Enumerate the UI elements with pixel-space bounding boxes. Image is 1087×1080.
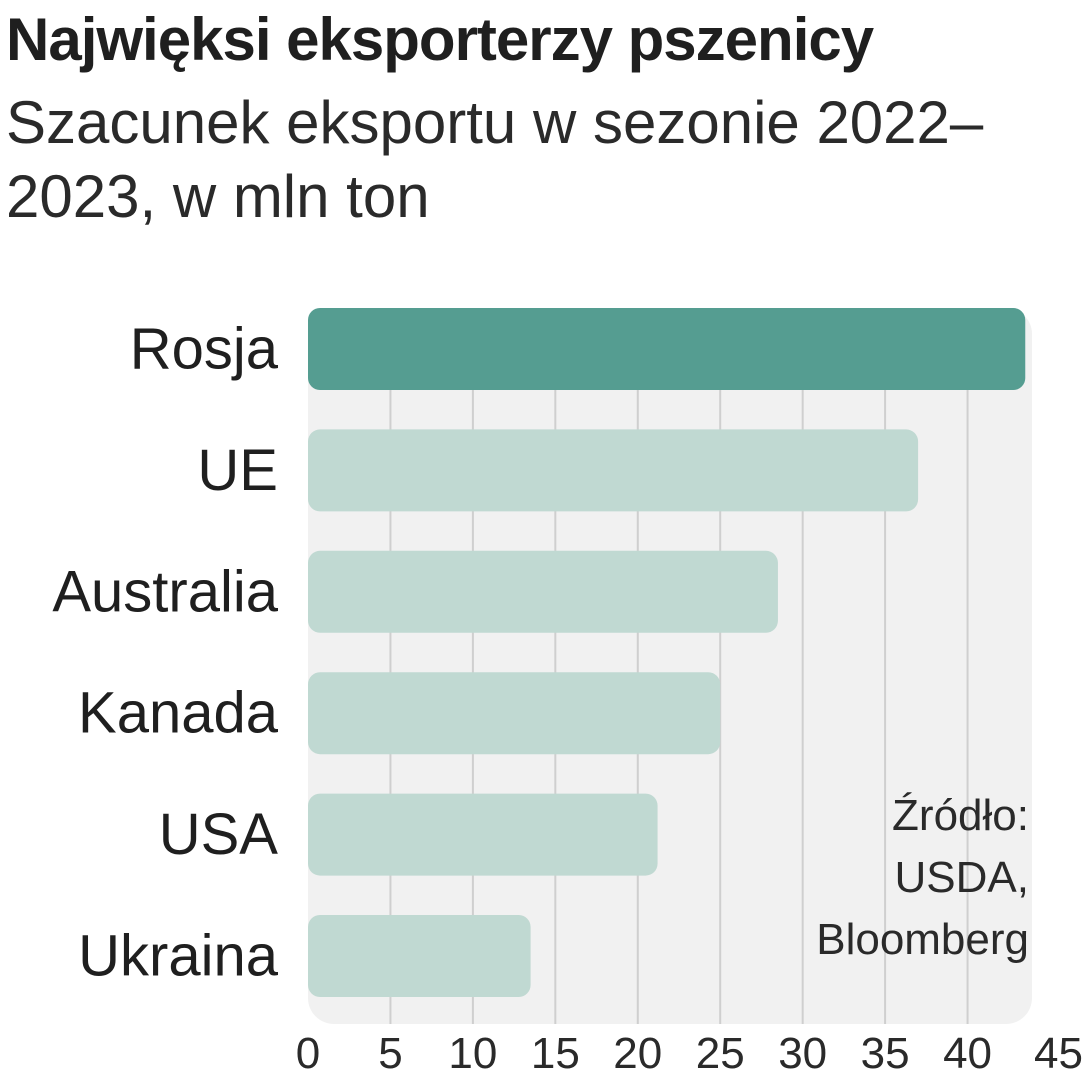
category-label-australia: Australia xyxy=(52,559,278,624)
chart-subtitle: Szacunek eksportu w sezonie 2022–2023, w… xyxy=(6,89,984,230)
x-tick-label-5: 5 xyxy=(378,1029,402,1078)
category-labels: Rosja UE Australia Kanada USA Ukraina xyxy=(52,317,278,989)
x-tick-label-40: 40 xyxy=(943,1029,992,1078)
x-tick-label-15: 15 xyxy=(531,1029,580,1078)
bar-rosja xyxy=(308,308,1026,390)
bar-ukraina xyxy=(308,915,531,997)
x-tick-label-0: 0 xyxy=(296,1029,320,1078)
category-label-ukraina: Ukraina xyxy=(78,924,279,989)
category-label-ue: UE xyxy=(197,438,278,503)
x-tick-labels: 0 5 10 15 20 25 30 35 40 45 xyxy=(296,1029,1083,1078)
gridlines xyxy=(389,308,969,1024)
x-tick-label-30: 30 xyxy=(778,1029,827,1078)
bar-ue xyxy=(308,429,919,512)
x-tick-label-45: 45 xyxy=(1034,1029,1083,1078)
category-label-rosja: Rosja xyxy=(130,317,279,382)
bar-usa xyxy=(308,793,658,876)
chart-title: Najwięksi eksporterzy pszenicy xyxy=(6,6,874,73)
bars xyxy=(308,308,1026,997)
x-tick-label-25: 25 xyxy=(696,1029,745,1078)
source-note: Źródło: USDA, Bloomberg xyxy=(729,785,1029,971)
source-label: Źródło: xyxy=(892,791,1029,840)
category-label-usa: USA xyxy=(159,802,279,867)
source-line-1: USDA, xyxy=(894,853,1029,902)
x-tick-label-20: 20 xyxy=(613,1029,662,1078)
bar-kanada xyxy=(308,672,721,755)
bar-australia xyxy=(308,550,778,633)
category-label-kanada: Kanada xyxy=(78,681,279,746)
x-tick-label-10: 10 xyxy=(448,1029,497,1078)
x-tick-label-35: 35 xyxy=(861,1029,910,1078)
source-line-2: Bloomberg xyxy=(816,915,1029,964)
